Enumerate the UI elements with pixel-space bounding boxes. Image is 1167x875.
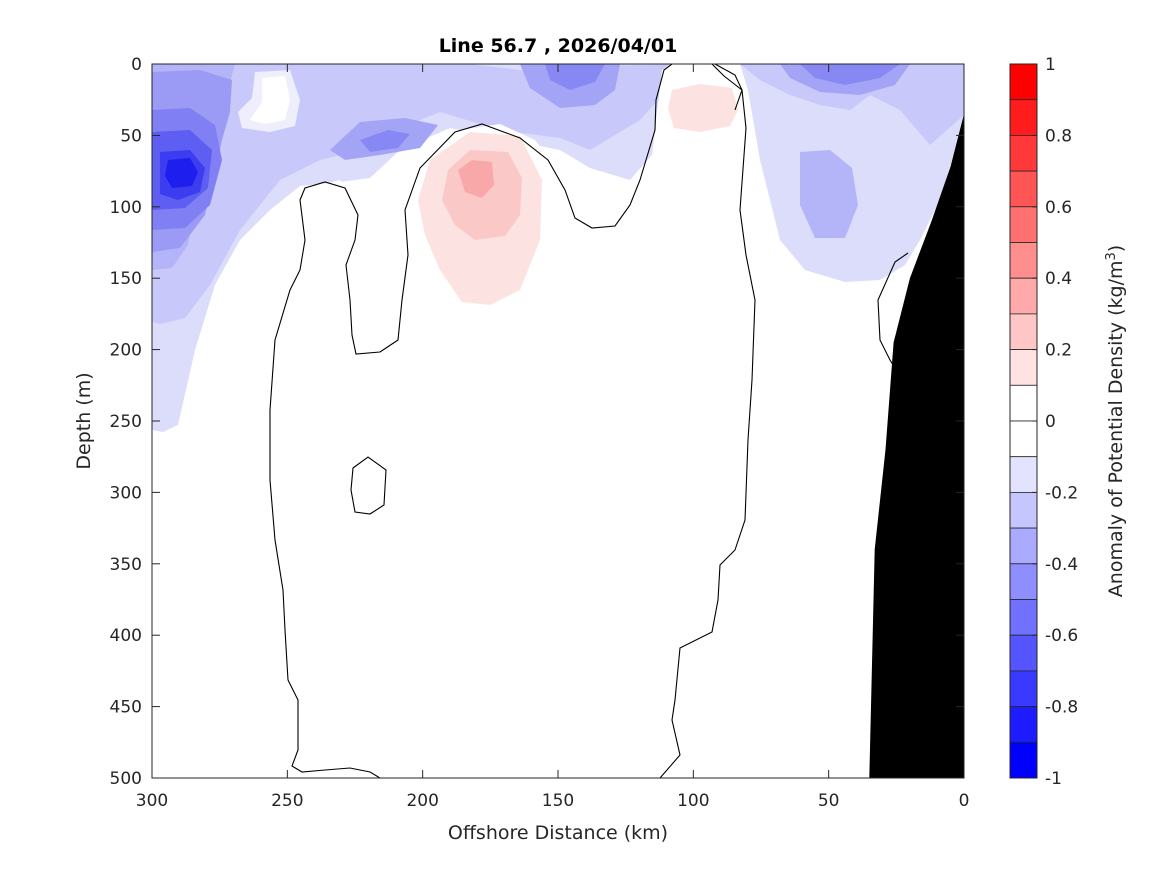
- colorbar-bin: [1009, 599, 1038, 636]
- x-tick-label: 100: [677, 791, 709, 811]
- colorbar-bin: [1009, 63, 1038, 101]
- contour-fill-zero-interior: [270, 64, 755, 775]
- x-tick-label: 50: [818, 791, 840, 811]
- colorbar-bin: [1009, 99, 1038, 136]
- y-tick-label: 350: [110, 555, 142, 575]
- colorbar-tick-label: 0.6: [1045, 198, 1072, 218]
- colorbar-bin: [1009, 527, 1038, 565]
- colorbar-bin: [1009, 206, 1038, 243]
- colorbar-bin: [1009, 170, 1038, 208]
- contour-fill-white-lens-core: [250, 76, 290, 124]
- y-tick-label: 300: [110, 483, 142, 503]
- zero-contour-hole: [350, 456, 387, 515]
- contour-fill-pos-0.3: [458, 160, 494, 198]
- contour-fill-neg-0.6d: [360, 130, 410, 152]
- colorbar-title-superscript: 3: [1104, 252, 1119, 260]
- contour-fill-neg-0.9: [165, 158, 198, 188]
- y-axis-title: Depth (m): [73, 372, 95, 469]
- colorbar-tick-label: 1: [1045, 55, 1056, 75]
- x-tick-label: 0: [959, 791, 970, 811]
- contour-field: [152, 64, 964, 775]
- colorbar-title-main: Anomaly of Potential Density (kg/m: [1105, 261, 1127, 598]
- colorbar-tick-label: 0: [1045, 412, 1056, 432]
- y-tick-label: 250: [110, 412, 142, 432]
- zero-contour-left-lens: [690, 64, 743, 111]
- colorbar-bin: [1009, 634, 1038, 672]
- y-tick-label: 0: [131, 55, 142, 75]
- colorbar: 1 0.8 0.6 0.4 0.2 0 -0.2 -0.4 -0.6 -0.8 -1: [1009, 55, 1078, 789]
- y-tick-label: 200: [110, 341, 142, 361]
- colorbar-tick-label: -0.2: [1045, 483, 1078, 503]
- colorbar-bin: [1009, 349, 1038, 386]
- y-tick-label: 150: [110, 269, 142, 289]
- colorbar-tick-label: 0.4: [1045, 269, 1072, 289]
- chart-title: Line 56.7 , 2026/04/01: [439, 35, 678, 57]
- colorbar-tick-label: -1: [1045, 769, 1062, 789]
- colorbar-title: Anomaly of Potential Density (kg/m3): [1104, 245, 1127, 597]
- y-tick-label: 500: [110, 769, 142, 789]
- colorbar-bin: [1009, 491, 1038, 529]
- colorbar-tick-label: -0.4: [1045, 555, 1078, 575]
- contour-fill-pos-patch: [668, 84, 738, 132]
- colorbar-bin: [1009, 741, 1038, 779]
- colorbar-bin: [1009, 277, 1038, 315]
- colorbar-bin: [1009, 242, 1038, 279]
- colorbar-bin: [1009, 670, 1038, 708]
- contour-fill-neg-0.6b: [545, 64, 605, 90]
- x-axis-title: Offshore Distance (km): [448, 822, 668, 844]
- y-tick-label: 450: [110, 698, 142, 718]
- colorbar-bin: [1009, 706, 1038, 743]
- colorbar-tick-label: -0.8: [1045, 698, 1078, 718]
- y-axis: 0 50 100 150 200 250 300 350 400 450 500: [110, 55, 964, 789]
- x-tick-label: 250: [271, 791, 303, 811]
- x-tick-label: 300: [136, 791, 168, 811]
- colorbar-bin: [1009, 420, 1038, 458]
- colorbar-tick-label: -0.6: [1045, 626, 1078, 646]
- bathymetry-polygon: [869, 114, 964, 778]
- colorbar-bin: [1009, 563, 1038, 600]
- colorbar-tick-label: 0.2: [1045, 341, 1072, 361]
- colorbar-tick-label: 0.8: [1045, 126, 1072, 146]
- colorbar-bin: [1009, 456, 1038, 493]
- colorbar-bin: [1009, 313, 1038, 350]
- contour-fill-neg-0.6c: [800, 64, 900, 85]
- x-axis: 300 250 200 150 100 50 0: [136, 64, 970, 811]
- y-tick-label: 100: [110, 198, 142, 218]
- x-tick-label: 200: [406, 791, 438, 811]
- contour-fill-neg-0.4b: [800, 150, 858, 238]
- colorbar-bin: [1009, 384, 1038, 422]
- x-tick-label: 150: [542, 791, 574, 811]
- colorbar-title-close: ): [1105, 245, 1127, 252]
- y-tick-label: 400: [110, 626, 142, 646]
- contour-fill-neg-0.3b: [740, 64, 964, 145]
- zero-contour-lines: [269, 64, 909, 778]
- colorbar-bin: [1009, 134, 1038, 172]
- contour-fill-neg-0.3: [152, 64, 690, 324]
- zero-contour-main: [269, 64, 756, 778]
- zero-contour-shelf: [877, 252, 909, 369]
- y-tick-label: 50: [120, 126, 142, 146]
